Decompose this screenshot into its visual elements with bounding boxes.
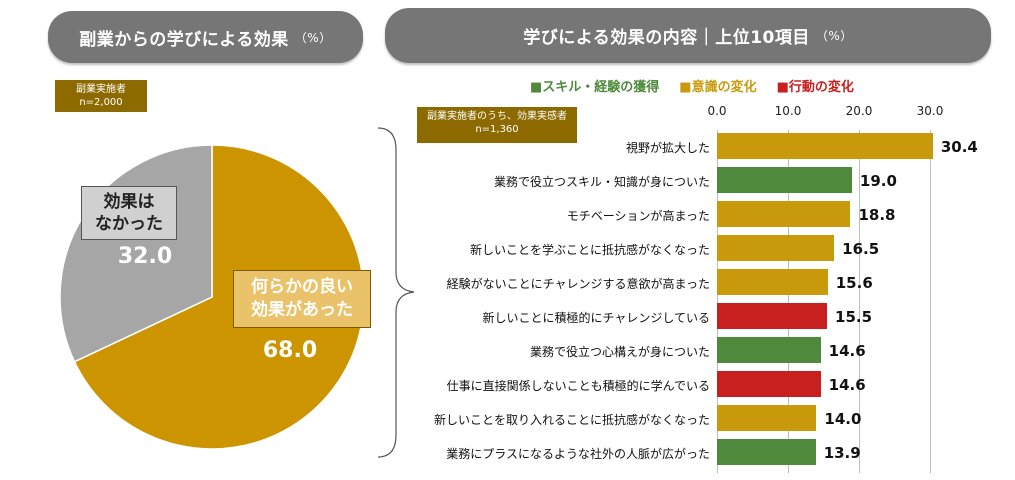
bar xyxy=(717,439,816,465)
bar-value-label: 13.9 xyxy=(823,444,861,462)
x-tick-label: 0.0 xyxy=(707,104,727,118)
pie-label-no-line1: 効果は xyxy=(103,192,155,212)
pie-label-no-line2: なかった xyxy=(95,214,163,234)
category-label: 仕事に直接関係しないことも積極的に学んでいる xyxy=(446,379,710,393)
bar-sample-note: 副業実施者のうち、効果実感者 n=1,360 xyxy=(417,107,577,143)
bar-value-label: 30.4 xyxy=(940,138,978,156)
pie-value-no-effect: 32.0 xyxy=(117,244,173,269)
bar xyxy=(717,371,821,397)
pie-note-line2: n=2,000 xyxy=(79,97,123,108)
category-label: 経験がないことにチャレンジする意欲が高まった xyxy=(446,277,710,291)
category-label: 新しいことを取り入れることに抵抗感がなくなった xyxy=(433,413,710,427)
legend-item-skill: ■スキル・経験の獲得 xyxy=(530,76,659,95)
legend-item-action: ■行動の変化 xyxy=(777,76,854,95)
bar xyxy=(717,167,852,193)
category-label: 業務で役立つスキル・知識が身についた xyxy=(493,175,710,189)
bar-value-label: 15.5 xyxy=(835,308,873,326)
category-label: 業務にプラスになるような社外の人脈が広がった xyxy=(446,447,710,461)
grid-line xyxy=(859,130,860,473)
bar-legend: ■スキル・経験の獲得 ■意識の変化 ■行動の変化 xyxy=(530,76,854,95)
grid-line xyxy=(717,130,718,473)
bar-value-label: 18.8 xyxy=(858,206,896,224)
x-tick-label: 20.0 xyxy=(845,104,873,118)
grid-line xyxy=(930,130,931,473)
bar-title-unit: （%） xyxy=(815,29,853,43)
bar-value-label: 14.6 xyxy=(828,342,866,360)
pie-note-line1: 副業実施者 xyxy=(76,84,126,95)
bar-note-line2: n=1,360 xyxy=(475,124,519,135)
legend-text-action: ■行動の変化 xyxy=(776,80,854,95)
legend-text-awareness: ■意識の変化 xyxy=(679,80,757,95)
grid-line xyxy=(788,130,789,473)
category-label: 新しいことに積極的にチャレンジしている xyxy=(482,311,710,325)
bar xyxy=(717,405,817,431)
bar-title-text: 学びによる効果の内容｜上位10項目 xyxy=(523,28,810,48)
pie-label-yes-line1: 何らかの良い xyxy=(251,277,353,297)
bar xyxy=(717,235,835,261)
x-tick-label: 30.0 xyxy=(916,104,944,118)
pie-label-no-effect: 効果は なかった xyxy=(81,186,177,240)
category-label: 新しいことを学ぶことに抵抗感がなくなった xyxy=(469,243,710,257)
bar-value-label: 19.0 xyxy=(859,172,897,190)
pie-value-effect: 68.0 xyxy=(262,338,318,363)
bar xyxy=(717,303,828,329)
bracket xyxy=(377,127,415,458)
bar xyxy=(717,201,851,227)
bar xyxy=(717,133,933,159)
category-label: 業務で役立つ心構えが身についた xyxy=(529,345,710,359)
category-label: 視野が拡大した xyxy=(625,141,710,155)
legend-item-awareness: ■意識の変化 xyxy=(679,76,756,95)
bar-chart-title: 学びによる効果の内容｜上位10項目 （%） xyxy=(385,8,991,63)
pie-chart-title: 副業からの学びによる効果 （%） xyxy=(48,11,363,63)
x-tick-label: 10.0 xyxy=(774,104,802,118)
bar xyxy=(717,337,821,363)
pie-title-text: 副業からの学びによる効果 xyxy=(79,29,289,50)
bar xyxy=(717,269,828,295)
pie-label-effect: 何らかの良い 効果があった xyxy=(233,270,371,328)
bar-note-line1: 副業実施者のうち、効果実感者 xyxy=(427,111,567,122)
category-label: モチベーションが高まった xyxy=(566,209,710,223)
pie-title-unit: （%） xyxy=(294,30,332,45)
pie-label-yes-line2: 効果があった xyxy=(251,300,353,320)
pie-sample-note: 副業実施者 n=2,000 xyxy=(55,80,147,112)
bar-value-label: 15.6 xyxy=(835,274,873,292)
bar-value-label: 14.0 xyxy=(824,410,862,428)
bar-value-label: 14.6 xyxy=(828,376,866,394)
bar-value-label: 16.5 xyxy=(842,240,880,258)
legend-text-skill: ■スキル・経験の獲得 xyxy=(530,80,660,95)
